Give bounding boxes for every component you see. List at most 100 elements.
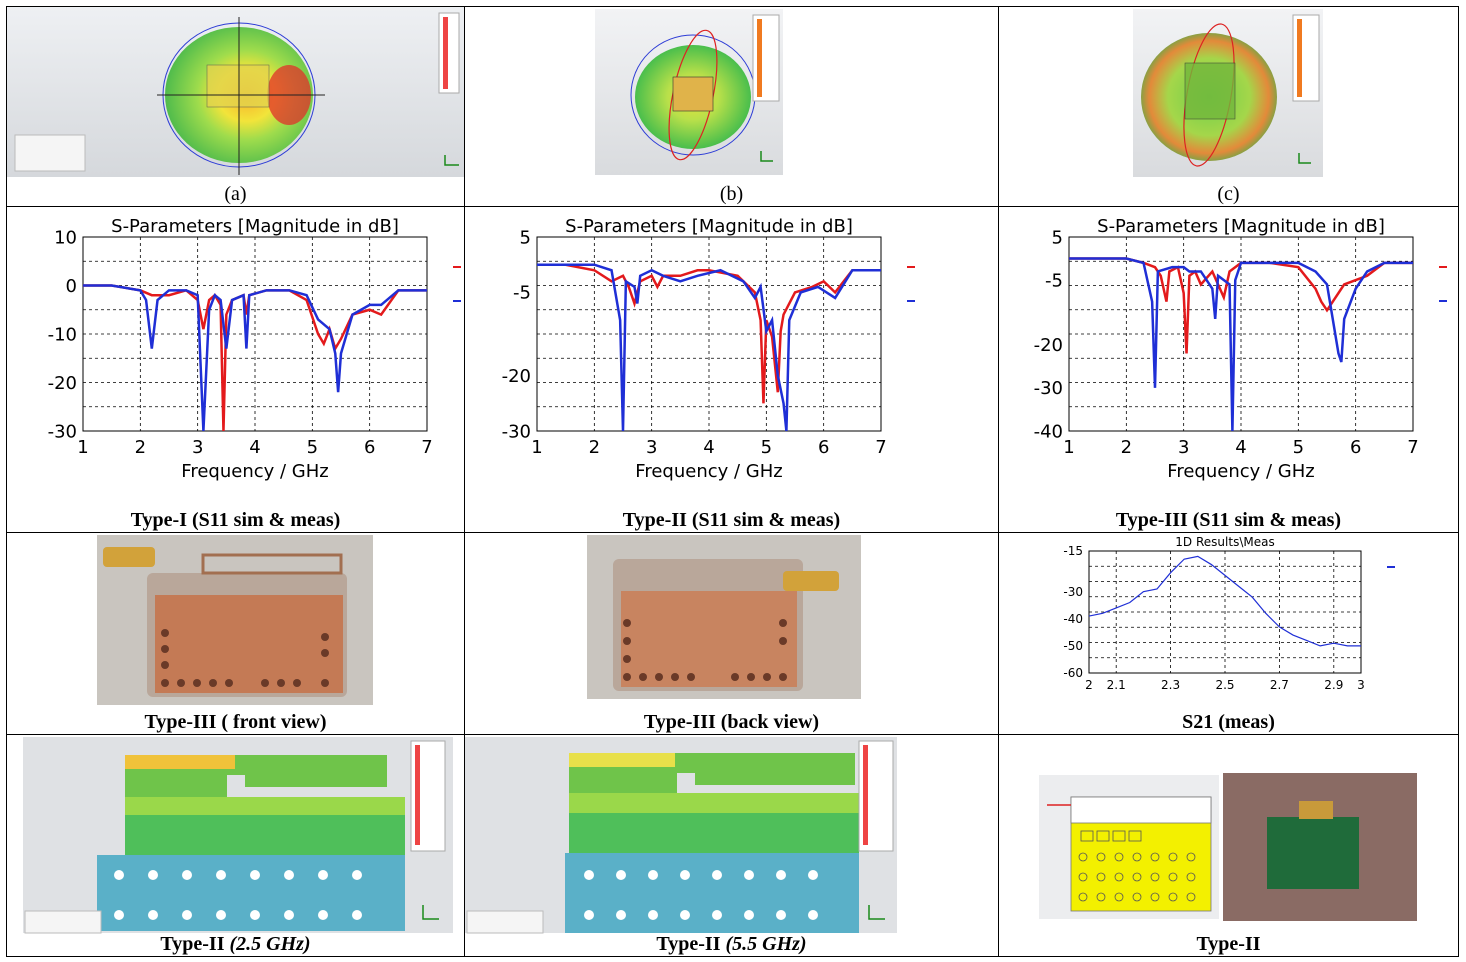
caption-current-5p5: Type-II (5.5 GHz) <box>656 933 807 955</box>
series-line-blue <box>1088 555 1361 647</box>
x-axis-label: Frequency / GHz <box>635 461 782 482</box>
x-tick-label: 1 <box>531 437 542 458</box>
x-tick-label: 6 <box>1350 437 1361 458</box>
x-axis-label: Frequency / GHz <box>1167 461 1314 482</box>
s11-chart-type3: 1 2 3 4 5 6 7 5 -5 -20 -30 -40 S-Parameters [Magnitu… <box>1034 216 1447 482</box>
s11-chart-type1: 1 2 3 4 5 6 7 10 0 -10 -20 -30 S-Parameters [Magnitu… <box>48 216 461 482</box>
x-tick-label: 2 <box>1085 678 1093 692</box>
y-tick-label: -30 <box>1034 378 1063 399</box>
x-tick-label: 1 <box>77 437 88 458</box>
cell-s21: 2 2.1 2.3 2.5 2.7 2.9 3 -15 -30 -40 -50 -60 1D Resul… <box>998 532 1459 735</box>
x-tick-label: 5 <box>307 437 318 458</box>
y-tick-label: -30 <box>502 421 531 442</box>
x-tick-label: 3 <box>1178 437 1189 458</box>
series-line-blue <box>537 263 881 432</box>
chart-title: S-Parameters [Magnitude in dB] <box>1097 216 1385 237</box>
x-tick-label: 2 <box>589 437 600 458</box>
y-tick-label: -60 <box>1063 666 1083 680</box>
y-tick-label: -20 <box>502 366 531 387</box>
caption-current-2p5: Type-II (2.5 GHz) <box>160 933 311 955</box>
caption-a: (a) <box>224 183 247 205</box>
cell-pattern-c: (c) <box>998 6 1459 207</box>
cell-type2-layout: Type-II <box>998 734 1459 957</box>
surface-current-2p5 <box>23 737 453 934</box>
cell-back-view: Type-III (back view) <box>464 532 999 735</box>
photo-front-view <box>97 535 373 705</box>
y-tick-label: -30 <box>1063 585 1083 599</box>
x-tick-label: 7 <box>1407 437 1418 458</box>
x-tick-label: 4 <box>249 437 260 458</box>
caption-front-view: Type-III ( front view) <box>144 711 327 733</box>
cell-s11-type3: 1 2 3 4 5 6 7 5 -5 -20 -30 -40 S-Parameters [Magnitu… <box>998 206 1459 533</box>
cell-front-view: Type-III ( front view) <box>6 532 465 735</box>
caption-s21: S21 (meas) <box>1182 711 1275 733</box>
x-tick-label: 5 <box>1293 437 1304 458</box>
y-tick-label: -20 <box>48 373 77 394</box>
x-tick-label: 7 <box>875 437 886 458</box>
cell-s11-type2: 1 2 3 4 5 6 7 5 -5 -20 -30 S-Parameters [Magnitude … <box>464 206 999 533</box>
chart-title: S-Parameters [Magnitude in dB] <box>111 216 399 237</box>
figure-grid: (a) (b) <box>6 6 1459 957</box>
via-holes-front <box>161 629 329 687</box>
type2-layout-and-photo <box>1039 773 1417 921</box>
layout-via-grid <box>1078 830 1196 902</box>
y-tick-label: 10 <box>54 227 77 248</box>
y-tick-label: -40 <box>1063 612 1083 626</box>
radiation-pattern-b <box>595 9 783 175</box>
y-tick-label: -15 <box>1063 544 1083 558</box>
caption-type2-s11: Type-II (S11 sim & meas) <box>622 509 841 531</box>
x-tick-label: 3 <box>192 437 203 458</box>
via-holes-back <box>623 619 787 681</box>
x-tick-label: 4 <box>703 437 714 458</box>
x-tick-label: 2.5 <box>1215 678 1234 692</box>
radiation-pattern-a <box>7 7 464 177</box>
y-tick-label: 5 <box>1052 227 1063 248</box>
cell-current-55: Type-II (5.5 GHz) <box>464 734 999 957</box>
series-line-blue <box>1069 257 1413 432</box>
x-tick-label: 2 <box>135 437 146 458</box>
chart-title: S-Parameters [Magnitude in dB] <box>565 216 853 237</box>
y-tick-label: -40 <box>1034 421 1063 442</box>
x-tick-label: 2.1 <box>1107 678 1126 692</box>
y-tick-label: -5 <box>1045 270 1063 291</box>
y-tick-label: -20 <box>1034 335 1063 356</box>
caption-b: (b) <box>719 183 744 205</box>
cell-pattern-b: (b) <box>464 6 999 207</box>
s11-chart-type2: 1 2 3 4 5 6 7 5 -5 -20 -30 S-Parameters [Magnitude … <box>502 216 915 482</box>
y-tick-label: -50 <box>1063 639 1083 653</box>
x-tick-label: 5 <box>761 437 772 458</box>
y-tick-label: -5 <box>513 283 531 304</box>
x-tick-label: 4 <box>1235 437 1246 458</box>
via-grid-2p5 <box>114 870 362 920</box>
x-tick-label: 2.9 <box>1324 678 1343 692</box>
y-tick-label: -30 <box>48 421 77 442</box>
x-tick-label: 6 <box>364 437 375 458</box>
x-axis-label: Frequency / GHz <box>181 461 328 482</box>
caption-back-view: Type-III (back view) <box>643 711 820 733</box>
y-tick-label: 5 <box>520 227 531 248</box>
x-tick-label: 2.3 <box>1161 678 1180 692</box>
photo-back-view <box>587 535 861 699</box>
radiation-pattern-c <box>1133 9 1323 177</box>
x-tick-label: 2 <box>1121 437 1132 458</box>
cell-s11-type1: 1 2 3 4 5 6 7 10 0 -10 -20 -30 S-Parameters [Magnitu… <box>6 206 465 533</box>
y-tick-label: -10 <box>48 324 77 345</box>
x-tick-label: 6 <box>818 437 829 458</box>
x-tick-label: 2.7 <box>1270 678 1289 692</box>
caption-type3-s11: Type-III (S11 sim & meas) <box>1115 509 1342 531</box>
x-tick-label: 3 <box>1357 678 1365 692</box>
caption-c: (c) <box>1217 183 1240 205</box>
cell-pattern-a: (a) <box>6 6 465 207</box>
s21-chart: 2 2.1 2.3 2.5 2.7 2.9 3 -15 -30 -40 -50 -60 1D Resul… <box>1063 535 1395 692</box>
x-tick-label: 1 <box>1063 437 1074 458</box>
x-tick-label: 3 <box>646 437 657 458</box>
chart-title: 1D Results\Meas <box>1175 535 1274 549</box>
x-tick-label: 7 <box>421 437 432 458</box>
cell-current-25: Type-II (2.5 GHz) <box>6 734 465 957</box>
y-tick-label: 0 <box>66 276 77 297</box>
series-line-blue <box>83 284 427 432</box>
caption-type2-layout: Type-II <box>1196 933 1261 955</box>
caption-type1-s11: Type-I (S11 sim & meas) <box>130 509 341 531</box>
via-grid-5p5 <box>584 870 818 920</box>
surface-current-5p5 <box>465 737 897 934</box>
